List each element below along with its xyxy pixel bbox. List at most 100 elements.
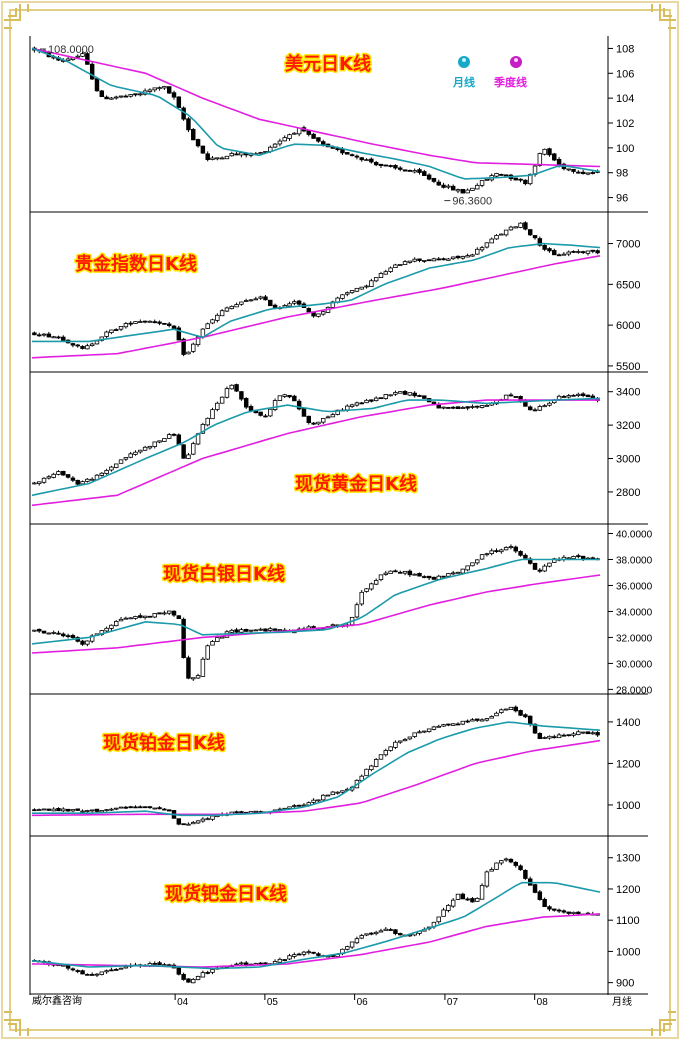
- candle-body: [388, 165, 393, 167]
- candle-body: [571, 911, 576, 915]
- candle-body: [349, 290, 355, 294]
- candle-body: [532, 562, 538, 570]
- y-tick-label: 900: [616, 978, 634, 990]
- candle-body: [306, 415, 312, 423]
- candle-body: [205, 818, 210, 821]
- candle-body: [585, 250, 591, 254]
- y-tick-label: 40.0000: [616, 529, 653, 540]
- candle-body: [542, 737, 547, 739]
- candle-body: [475, 898, 480, 902]
- candle-body: [258, 962, 263, 965]
- candle-body: [128, 322, 133, 325]
- y-tick-label: 3000: [616, 454, 640, 466]
- candle-body: [65, 808, 71, 812]
- candle-body: [176, 615, 182, 620]
- candle-body: [369, 399, 374, 402]
- candle-body: [422, 395, 427, 399]
- candle-body: [191, 979, 196, 984]
- candle-body: [36, 334, 42, 337]
- candle-body: [354, 604, 360, 618]
- candle-body: [157, 962, 162, 966]
- candle-body: [349, 404, 355, 408]
- candle-body: [373, 161, 379, 166]
- candle-body: [65, 965, 71, 969]
- candle-body: [369, 280, 374, 287]
- candle-body: [243, 962, 249, 965]
- candle-body: [219, 636, 225, 639]
- candle-body: [407, 260, 413, 263]
- candle-body: [133, 321, 138, 324]
- candle-body: [181, 823, 186, 826]
- quarterly-line: [32, 739, 601, 817]
- candle-body: [364, 768, 369, 777]
- candle-body: [282, 394, 287, 397]
- candle-body: [210, 319, 215, 324]
- candle-body: [508, 706, 514, 710]
- candle-body: [94, 808, 100, 812]
- candle-body: [417, 258, 422, 261]
- candle-body: [61, 470, 66, 476]
- candle-body: [479, 247, 485, 251]
- candle-body: [330, 791, 336, 796]
- candle-body: [75, 970, 80, 972]
- candle-body: [523, 714, 528, 718]
- candle-body: [142, 320, 148, 323]
- candle-body: [489, 550, 494, 554]
- candle-body: [460, 720, 466, 725]
- candle-body: [147, 806, 153, 809]
- candle-body: [566, 168, 571, 171]
- candle-body: [354, 938, 360, 944]
- candle-body: [503, 858, 509, 861]
- price-annotation: 108.0000: [48, 44, 94, 56]
- candle-body: [272, 400, 278, 411]
- candle-body: [537, 406, 543, 411]
- candle-body: [441, 575, 446, 578]
- candle-body: [475, 405, 480, 408]
- candle-body: [109, 969, 114, 972]
- candle-body: [181, 338, 186, 355]
- candle-body: [205, 645, 210, 660]
- footer-period-label: 月线: [612, 995, 632, 1008]
- candle-body: [166, 809, 172, 812]
- candle-body: [128, 453, 133, 458]
- candle-body: [398, 167, 403, 170]
- quarterly-line: [31, 255, 601, 359]
- candle-body: [109, 97, 114, 100]
- candle-body: [580, 731, 586, 734]
- candle-body: [407, 736, 413, 740]
- candle-body: [36, 809, 42, 811]
- candle-body: [109, 624, 114, 629]
- panel-title: 现货铂金日K线: [103, 732, 225, 754]
- candle-body: [171, 610, 177, 616]
- candle-body: [268, 408, 273, 417]
- candle-body: [373, 580, 379, 585]
- candle-body: [152, 321, 157, 324]
- candle-body: [508, 394, 514, 397]
- candle-body: [335, 791, 340, 794]
- candle-body: [316, 421, 321, 425]
- candle-body: [200, 423, 206, 434]
- candle-body: [537, 569, 543, 572]
- candle-body: [277, 140, 283, 145]
- candle-body: [484, 178, 490, 181]
- candle-body: [441, 406, 446, 409]
- candle-body: [311, 951, 316, 954]
- candle-body: [229, 305, 234, 310]
- candle-body: [56, 808, 61, 812]
- candle-body: [460, 256, 466, 259]
- candle-body: [393, 929, 398, 934]
- candle-body: [479, 554, 485, 560]
- candles: [32, 221, 600, 357]
- candle-body: [306, 130, 312, 135]
- candle-body: [383, 572, 389, 575]
- candle-body: [595, 732, 600, 736]
- candle-body: [118, 967, 124, 970]
- candle-body: [441, 909, 446, 917]
- candle-body: [147, 89, 153, 92]
- candle-body: [494, 235, 499, 240]
- candle-body: [99, 810, 105, 813]
- footer-brand: 威尔鑫咨询: [32, 994, 82, 1007]
- candle-body: [114, 96, 119, 99]
- candle-body: [118, 95, 124, 98]
